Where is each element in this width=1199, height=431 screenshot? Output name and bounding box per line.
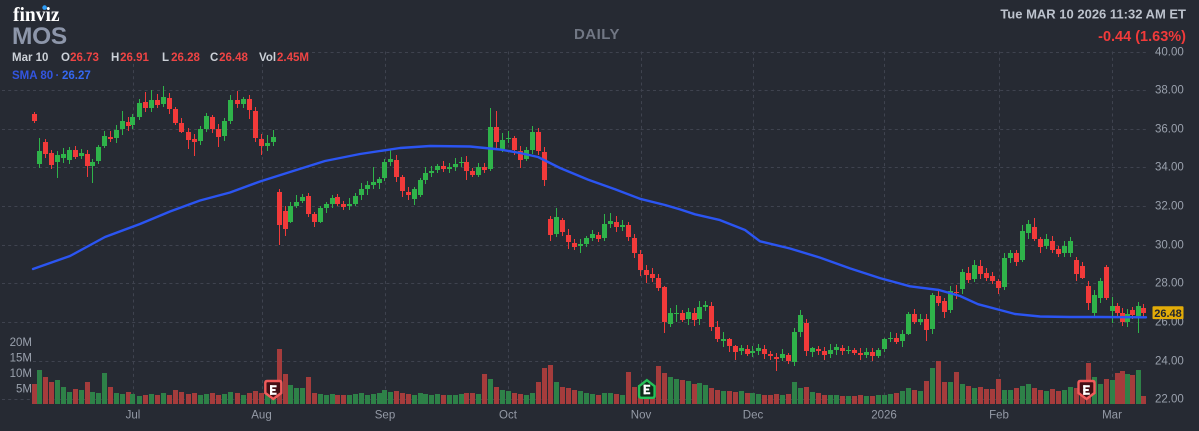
svg-text:finviz: finviz [13,5,60,26]
svg-text:L: L [162,52,169,64]
svg-text:5M: 5M [16,383,32,395]
svg-text:O: O [61,52,70,64]
svg-text:Mar 10: Mar 10 [12,52,48,64]
svg-text:Tue MAR 10 2026 11:32 AM ET: Tue MAR 10 2026 11:32 AM ET [1000,7,1186,22]
svg-text:Mar: Mar [1102,410,1122,422]
svg-text:-0.44 (1.63%): -0.44 (1.63%) [1098,29,1186,45]
svg-text:26.28: 26.28 [171,52,200,64]
svg-text:SMA 80: SMA 80 [12,70,53,82]
svg-text:H: H [111,52,119,64]
svg-text:2.45M: 2.45M [277,52,309,64]
svg-text:38.00: 38.00 [1155,85,1184,97]
svg-text:26.91: 26.91 [120,52,149,64]
svg-text:10M: 10M [10,368,32,380]
svg-text:2026: 2026 [871,410,897,422]
svg-text:26.48: 26.48 [219,52,248,64]
svg-text:Oct: Oct [499,410,518,422]
svg-text:DAILY: DAILY [574,26,620,43]
svg-text:26.00: 26.00 [1155,317,1184,329]
svg-text:40.00: 40.00 [1155,47,1184,59]
svg-text:C: C [210,52,218,64]
svg-text:Feb: Feb [989,410,1009,422]
svg-text:26.48: 26.48 [1154,308,1182,320]
svg-text:28.00: 28.00 [1155,278,1184,290]
svg-text:Vol: Vol [259,52,276,64]
svg-text:·: · [56,70,60,82]
svg-text:MOS: MOS [12,23,67,50]
svg-text:15M: 15M [10,353,32,365]
svg-text:32.00: 32.00 [1155,201,1184,213]
svg-text:36.00: 36.00 [1155,124,1184,136]
svg-text:30.00: 30.00 [1155,240,1184,252]
svg-text:34.00: 34.00 [1155,162,1184,174]
svg-text:Nov: Nov [631,410,652,422]
svg-text:Aug: Aug [251,410,271,422]
svg-text:Sep: Sep [375,410,395,422]
svg-text:22.00: 22.00 [1155,394,1184,406]
svg-text:26.27: 26.27 [62,70,91,82]
svg-text:Dec: Dec [743,410,764,422]
svg-text:26.73: 26.73 [70,52,99,64]
svg-text:20M: 20M [10,337,32,349]
svg-text:Jul: Jul [126,410,141,422]
svg-text:24.00: 24.00 [1155,356,1184,368]
